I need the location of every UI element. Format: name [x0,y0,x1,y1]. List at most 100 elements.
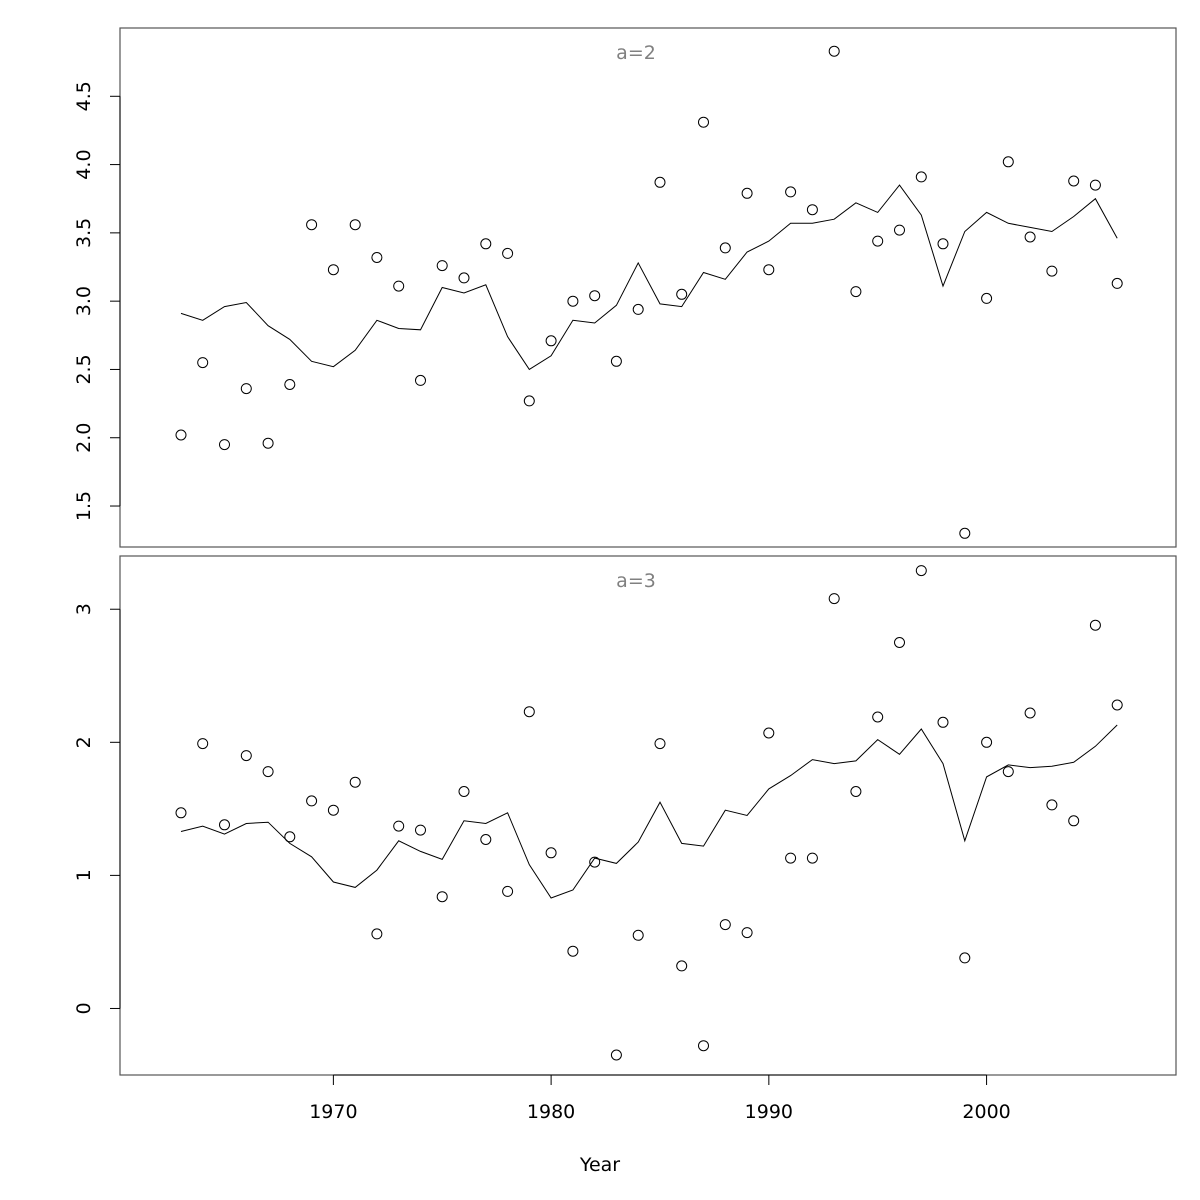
panel-2-y-tick-label: 0 [73,1002,95,1014]
panel-2-data-point [349,776,361,788]
panel-2-data-point [240,750,252,762]
panel-2-data-point [480,834,492,845]
panel-1-data-point [1002,156,1014,168]
panel-1-data-point [763,264,775,276]
panel-2-data-point [806,852,818,864]
panel-1-data-point [175,429,187,441]
panel-1-data-point [371,252,383,263]
panel-1-data-point [502,247,514,259]
panel-2-data-point [262,766,274,778]
panel-2-data-point [1068,815,1080,827]
panel-2-data-point [284,831,296,843]
panel-2-data-point [219,819,230,831]
panel-2-data-point [872,711,884,723]
panel-2-data-point [937,716,949,728]
panel-2-y-tick-label: 2 [73,736,95,748]
panel-1-data-point [415,374,426,386]
panel-2-data-point [698,1040,709,1052]
panel-1-data-point [436,260,448,272]
panel-2-smooth-line [180,724,1118,899]
panel-2-data-point [415,824,426,836]
panel-2-data-point [894,637,905,648]
panel-1-data-point [915,171,927,183]
panel-1-data-point [589,290,601,302]
panel-2-data-point [763,727,775,739]
panel-1-data-point [850,286,862,298]
panel-2-data-point [545,847,557,859]
panel-2-data-point [959,952,971,964]
panel-1-y-tick-label: 4.5 [73,81,95,111]
panel-2-data-point [306,795,318,807]
panel-1-data-point [567,295,579,307]
panel-2-data-point [828,593,840,605]
panel-1-data-point [981,292,993,304]
panel-2-y-tick-label: 3 [73,603,95,615]
panel-1-data-point [327,264,339,276]
panel-2-data-point [850,786,862,797]
panel-1-data-point [828,45,840,57]
panel-1-data-point [393,280,405,292]
panel-2-data-point [981,736,993,748]
panel-1-data-point [1111,277,1123,289]
panel-2-data-point [589,856,601,868]
panel-1-data-point [458,272,470,284]
panel-1-data-point [632,303,644,315]
panel-2-data-point [567,945,579,957]
panel-2-data-point [523,706,535,718]
panel-2-data-point [458,786,470,797]
panel-1-data-point [240,383,252,395]
panel-2-data-point [610,1049,622,1061]
panel-2-data-point [654,738,666,750]
panel-2-data-point [1024,707,1036,719]
x-tick-label: 1990 [745,1101,793,1123]
panel-1-data-point [785,186,797,198]
panel-1-data-point [480,238,492,250]
panel-2-data-point [436,891,448,903]
panel-2-title: a=3 [616,570,656,592]
panel-2-data-point [915,565,927,577]
panel-1-data-point [719,242,731,254]
panel-1-data-point [306,219,318,231]
panel-2-data-point [327,804,339,816]
panel-2-data-point [197,738,209,750]
x-axis-title: Year [579,1154,620,1176]
panel-1-data-point [545,335,557,347]
panel-1-data-point [349,219,361,231]
panel-1-data-point [741,187,753,199]
panel-2-data-point [371,928,383,940]
panel-1-smooth-line [180,184,1118,371]
panel-1-data-point [1089,179,1101,191]
panel-1-data-point [610,355,622,367]
panel-1-data-point [872,235,884,247]
panel-1-data-point [1046,265,1058,277]
panel-1-data-point [937,238,949,250]
panel-1-y-tick-label: 3.0 [73,286,95,316]
panel-1-data-point [1068,175,1080,187]
panel-1-data-point [284,379,296,390]
panel-1-title: a=2 [616,42,656,64]
panel-2-data-point [175,807,187,819]
panel-1-data-point [959,527,971,539]
panel-2-data-point [632,929,644,941]
panel-2-data-point [502,885,514,897]
panel-1-data-point [698,116,709,128]
panel-1-data-point [262,437,274,449]
panel-1-data-point [654,176,666,188]
panel-1-y-tick-label: 2.5 [73,354,95,384]
panel-1-data-point [676,288,688,300]
panel-1-data-point [894,224,905,236]
panel-1-y-tick-label: 3.5 [73,218,95,248]
x-tick-label: 1970 [309,1101,357,1123]
panel-2-data-point [1089,619,1101,631]
panel-2-data-point [1046,799,1058,811]
panel-2-frame [119,555,1177,1076]
panel-1-data-point [806,204,818,216]
x-tick-label: 1980 [527,1101,575,1123]
panel-2-data-point [741,927,753,939]
x-tick-label: 2000 [962,1101,1010,1123]
panel-2-data-point [785,852,797,864]
panel-1-data-point [1024,231,1036,243]
panel-2-data-point [1002,766,1014,778]
panel-1-y-tick-label: 4.0 [73,149,95,179]
